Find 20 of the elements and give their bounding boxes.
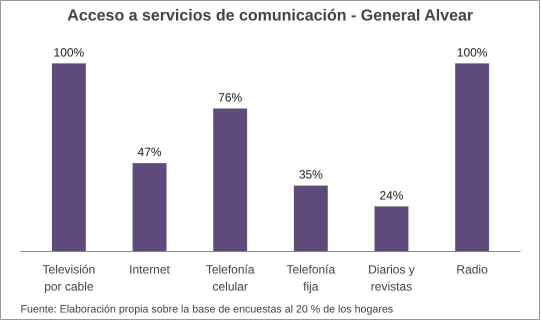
x-tick-label: Televisión por cable — [42, 262, 96, 294]
x-tick-label: Telefonía celular — [206, 262, 255, 294]
data-label: 76% — [218, 90, 243, 105]
x-tick-label: Internet — [129, 262, 171, 276]
source-note: Fuente: Elaboración propia sobre la base de encuestas al 20 % de los hogares — [20, 304, 394, 316]
bar — [52, 63, 86, 252]
chart-title: Acceso a servicios de comunicación - General Alvear — [67, 8, 474, 24]
x-tick-label: Diarios y revistas — [368, 262, 415, 294]
bar — [455, 63, 490, 252]
data-label: 24% — [379, 188, 404, 202]
data-label: 100% — [54, 45, 85, 60]
data-label: 100% — [456, 45, 488, 60]
x-tick-label: Telefonía fija — [286, 262, 336, 294]
bar — [294, 186, 328, 252]
x-tick-label: Radio — [456, 262, 488, 276]
data-label: 47% — [138, 145, 162, 160]
bar — [213, 108, 248, 252]
bar — [132, 163, 166, 252]
bar — [374, 206, 408, 252]
data-label: 35% — [298, 168, 324, 182]
